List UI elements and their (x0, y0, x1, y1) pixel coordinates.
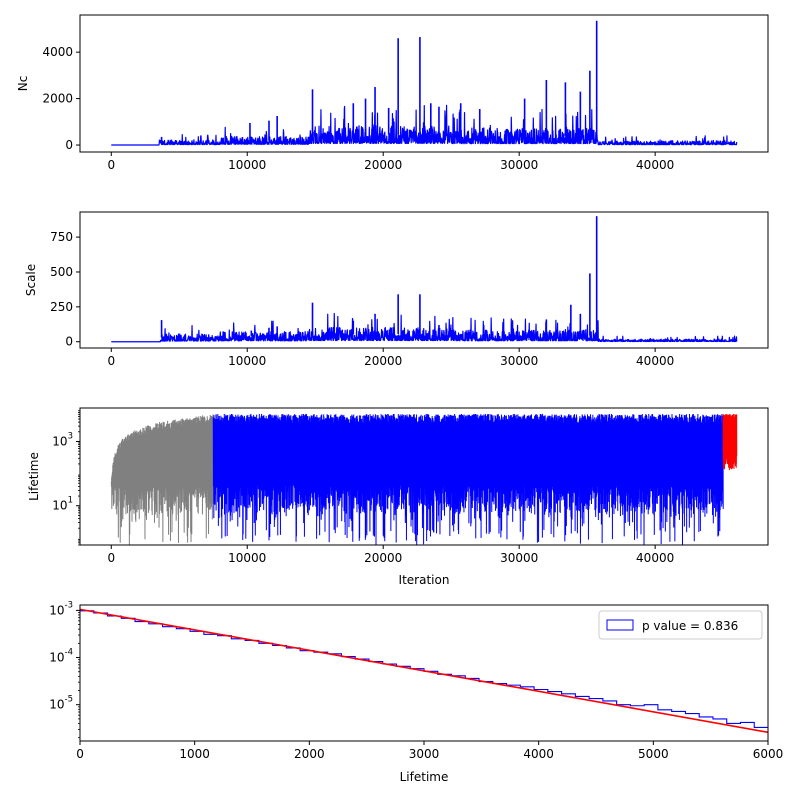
lifetime-trace-chart: 0 10000 20000 30000 40000 101 103 Lifetime It… (27, 407, 769, 587)
lifetime-y-tick-label: 103 (52, 431, 73, 448)
nc-series-line (110, 104, 738, 146)
scale-y-tick-label: 0 (65, 335, 73, 349)
legend-label: p value = 0.836 (642, 619, 738, 633)
hist-y-tick-label: 10-4 (49, 648, 73, 665)
nc-x-tick-label: 20000 (364, 158, 402, 172)
lifetime-x-tick-label: 0 (107, 551, 115, 565)
nc-y-axis-label: Nc (16, 76, 30, 92)
lifetime-x-tick-label: 40000 (636, 551, 674, 565)
lifetime-main-segment (212, 413, 724, 545)
histogram-steps (80, 610, 768, 728)
scale-y-axis-label: Scale (24, 264, 38, 296)
scale-x-tick-label: 0 (107, 354, 115, 368)
hist-y-tick-label: 10-3 (49, 600, 73, 617)
lifetime-x-tick-label: 10000 (228, 551, 266, 565)
scale-x-tick-label: 30000 (500, 354, 538, 368)
nc-x-tick-label: 0 (107, 158, 115, 172)
scale-series-line (110, 312, 738, 343)
nc-axes-frame (79, 14, 769, 153)
nc-chart: 0 10000 20000 30000 40000 0 2000 4000 Nc (16, 14, 769, 172)
hist-x-tick-label: 3000 (409, 747, 440, 761)
nc-y-tick-label: 0 (65, 138, 73, 152)
lifetime-histogram-chart: 0 1000 2000 3000 4000 5000 6000 10-5 10-4 10-3 L… (49, 600, 783, 784)
exponential-fit-line (80, 608, 768, 734)
nc-x-tick-label: 10000 (228, 158, 266, 172)
scale-axes-frame (79, 211, 769, 349)
scale-x-tick-label: 10000 (228, 354, 266, 368)
scale-y-tick-label: 750 (50, 230, 73, 244)
hist-x-tick-label: 0 (76, 747, 84, 761)
lifetime-tail-segment (722, 413, 738, 471)
legend-frame (598, 610, 763, 640)
nc-x-tick-label: 40000 (636, 158, 674, 172)
nc-y-tick-label: 2000 (42, 92, 73, 106)
lifetime-x-tick-label: 30000 (500, 551, 538, 565)
hist-x-axis-label: Lifetime (400, 770, 449, 784)
hist-x-tick-label: 6000 (753, 747, 784, 761)
lifetime-x-axis-label: Iteration (399, 573, 450, 587)
hist-y-tick-label: 10-5 (49, 695, 73, 712)
scale-x-tick-label: 40000 (636, 354, 674, 368)
scale-y-tick-label: 500 (50, 265, 73, 279)
hist-x-tick-label: 1000 (179, 747, 210, 761)
scale-chart: 0 10000 20000 30000 40000 0 250 500 750 Scale (24, 211, 769, 368)
nc-y-tick-label: 4000 (42, 45, 73, 59)
lifetime-burn-in-segment (110, 414, 214, 545)
legend-swatch (606, 619, 634, 631)
scale-x-tick-label: 20000 (364, 354, 402, 368)
legend: p value = 0.836 (598, 610, 763, 640)
lifetime-x-tick-label: 20000 (364, 551, 402, 565)
hist-x-tick-label: 5000 (638, 747, 669, 761)
lifetime-y-tick-label: 101 (52, 496, 73, 513)
lifetime-y-axis-label: Lifetime (27, 452, 41, 501)
hist-x-tick-label: 2000 (294, 747, 325, 761)
scale-y-tick-label: 250 (50, 300, 73, 314)
nc-x-tick-label: 30000 (500, 158, 538, 172)
hist-x-tick-label: 4000 (523, 747, 554, 761)
